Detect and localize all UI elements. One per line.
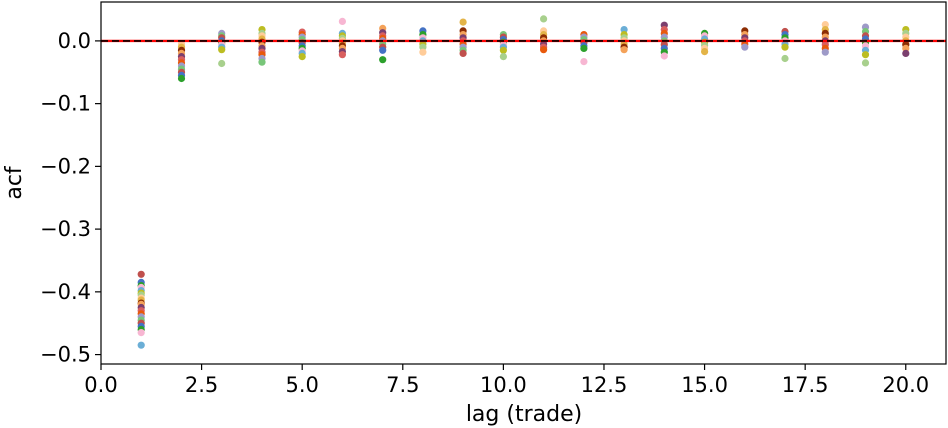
y-tick-label: −0.1 [40,92,91,116]
data-point [741,43,749,51]
data-point [298,53,306,61]
data-point [620,46,628,54]
data-point [781,43,789,51]
data-point [902,49,910,58]
data-point [459,49,467,58]
data-point [218,46,226,54]
data-point [861,51,870,59]
x-axis-ticks: 0.0 2.5 5.0 7.5 10.0 12.5 15.0 17.5 20.0 [84,364,929,397]
x-axis-label: lag (trade) [466,402,582,427]
data-point [781,54,789,63]
x-tick-label: 5.0 [285,373,318,397]
x-tick-label: 2.5 [185,373,218,397]
data-point [499,46,507,54]
data-point [218,59,226,68]
x-tick-label: 0.0 [84,373,117,397]
x-tick-label: 12.5 [581,373,628,397]
y-tick-label: −0.2 [40,154,91,178]
data-point [580,58,588,66]
x-tick-label: 7.5 [386,373,419,397]
data-point [861,59,870,67]
y-tick-label: −0.4 [40,280,91,304]
data-points [137,15,910,349]
x-tick-label: 15.0 [681,373,728,397]
data-point [821,48,829,56]
data-point [660,52,668,60]
data-point [701,48,709,56]
data-point [379,46,387,54]
x-tick-label: 10.0 [480,373,527,397]
data-point [137,270,145,278]
data-point [540,46,548,54]
y-tick-label: −0.3 [40,217,91,241]
data-point [540,15,548,23]
data-point [338,17,346,25]
data-point [379,56,387,64]
data-point [419,43,427,51]
y-axis-ticks: 0.0 −0.1 −0.2 −0.3 −0.4 −0.5 [40,29,101,367]
data-point [821,21,829,29]
x-tick-label: 20.0 [882,373,929,397]
y-tick-label: −0.5 [40,343,91,367]
data-point [902,44,910,53]
data-point [499,53,507,61]
y-tick-label: 0.0 [58,29,91,53]
data-point [137,329,145,337]
data-point [419,48,427,56]
data-point [177,74,186,83]
y-axis-label: acf [2,165,27,200]
data-point [459,18,467,26]
x-tick-label: 17.5 [782,373,829,397]
data-point [137,341,145,349]
data-point [620,26,628,34]
data-point [580,44,588,53]
plot-frame [100,1,947,365]
data-point [258,58,266,66]
data-point [338,51,346,59]
